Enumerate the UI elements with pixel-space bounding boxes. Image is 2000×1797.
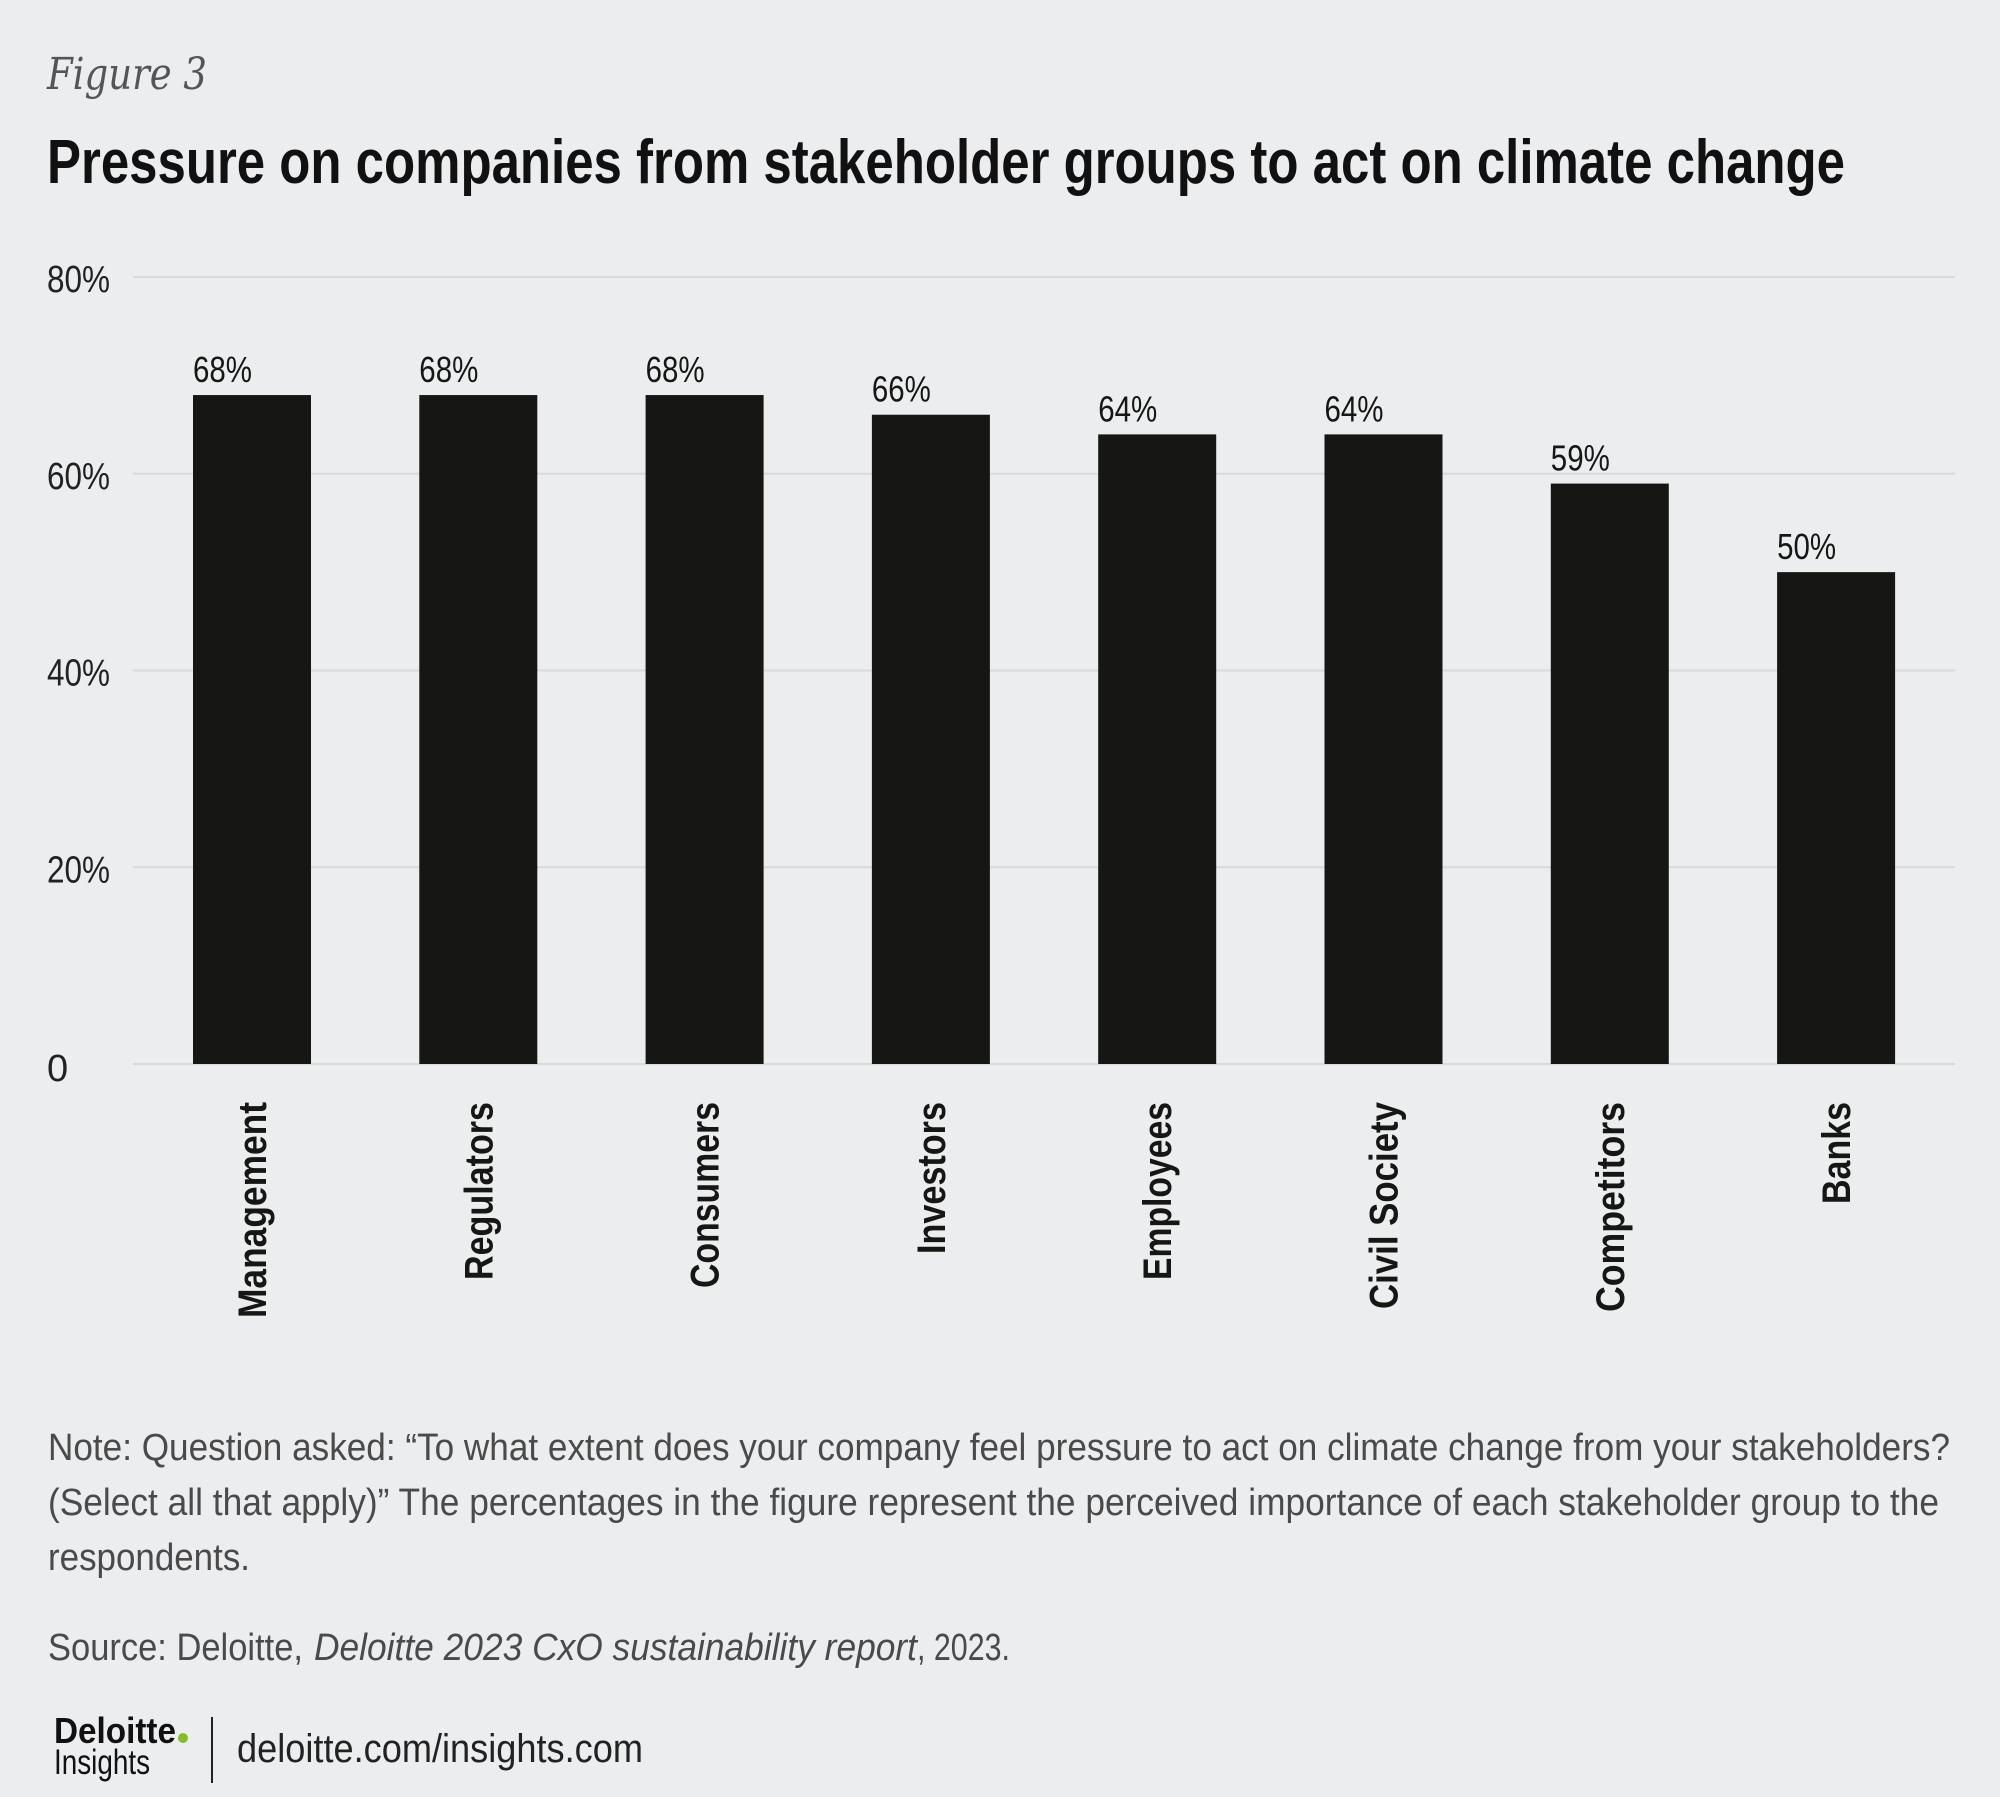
y-tick-label: 60% xyxy=(47,456,110,498)
y-tick-label: 20% xyxy=(47,849,110,891)
footer: Deloitte Insights deloitte.com/insights.… xyxy=(54,1710,643,1783)
note: Note: Question asked: “To what extent do… xyxy=(48,1427,1950,1579)
y-tick-label: 0 xyxy=(47,1048,68,1090)
bar-competitors xyxy=(1550,483,1669,1064)
y-tick-label: 80% xyxy=(47,259,110,301)
value-label: 64% xyxy=(1098,388,1157,429)
deloitte-insights-logo: Deloitte Insights xyxy=(54,1710,188,1782)
bars xyxy=(193,395,1896,1065)
category-label: Civil Society xyxy=(1363,1101,1407,1309)
note-line-3: respondents. xyxy=(48,1537,250,1579)
y-axis-tick-labels: 0 20% 40% 60% 80% xyxy=(47,259,110,1090)
bar-banks xyxy=(1777,572,1896,1064)
source-prefix: Source: Deloitte, xyxy=(48,1627,303,1669)
value-label: 64% xyxy=(1325,388,1384,429)
category-label: Employees xyxy=(1136,1102,1180,1280)
category-label: Regulators xyxy=(457,1102,501,1280)
note-line-1: Note: Question asked: “To what extent do… xyxy=(48,1427,1950,1469)
category-label: Consumers xyxy=(684,1102,728,1288)
value-label: 68% xyxy=(646,349,705,390)
category-labels: Management Regulators Consumers Investors Em… xyxy=(231,1101,1859,1318)
value-label: 50% xyxy=(1777,526,1836,567)
value-labels: 68% 68% 68% 66% 64% 64% 59% 50% xyxy=(193,349,1836,567)
category-label: Banks xyxy=(1815,1102,1859,1204)
bar-investors xyxy=(871,414,990,1065)
value-label: 68% xyxy=(193,349,252,390)
bar-civil-society xyxy=(1324,434,1443,1064)
plot-area: 0 20% 40% 60% 80% 68% 68% 68% 66% 64% 64% 59% 50% M… xyxy=(47,259,1955,1318)
category-label: Management xyxy=(231,1102,275,1318)
source: Source: Deloitte, Deloitte 2023 CxO sust… xyxy=(48,1627,1010,1669)
y-tick-label: 40% xyxy=(47,653,110,695)
value-label: 66% xyxy=(872,369,931,410)
bar-management xyxy=(193,395,311,1064)
logo-subtitle: Insights xyxy=(54,1743,150,1782)
footer-url-link[interactable]: deloitte.com/insights.com xyxy=(237,1727,643,1771)
source-report-title: Deloitte 2023 CxO sustainability report xyxy=(314,1627,918,1669)
source-suffix: , 2023. xyxy=(917,1627,1010,1669)
category-label: Investors xyxy=(910,1102,954,1254)
category-label: Competitors xyxy=(1589,1102,1633,1312)
logo-green-dot-icon xyxy=(178,1733,188,1743)
bar-regulators xyxy=(419,395,538,1064)
value-label: 59% xyxy=(1551,438,1610,479)
figure-label: Figure 3 xyxy=(46,49,207,100)
logo-wordmark: Deloitte xyxy=(54,1710,176,1751)
value-label: 68% xyxy=(419,349,478,390)
bar-consumers xyxy=(645,395,764,1064)
chart-title: Pressure on companies from stakeholder g… xyxy=(47,128,1845,197)
note-line-2: (Select all that apply)” The percentages… xyxy=(48,1482,1939,1524)
bar-employees xyxy=(1098,434,1217,1064)
